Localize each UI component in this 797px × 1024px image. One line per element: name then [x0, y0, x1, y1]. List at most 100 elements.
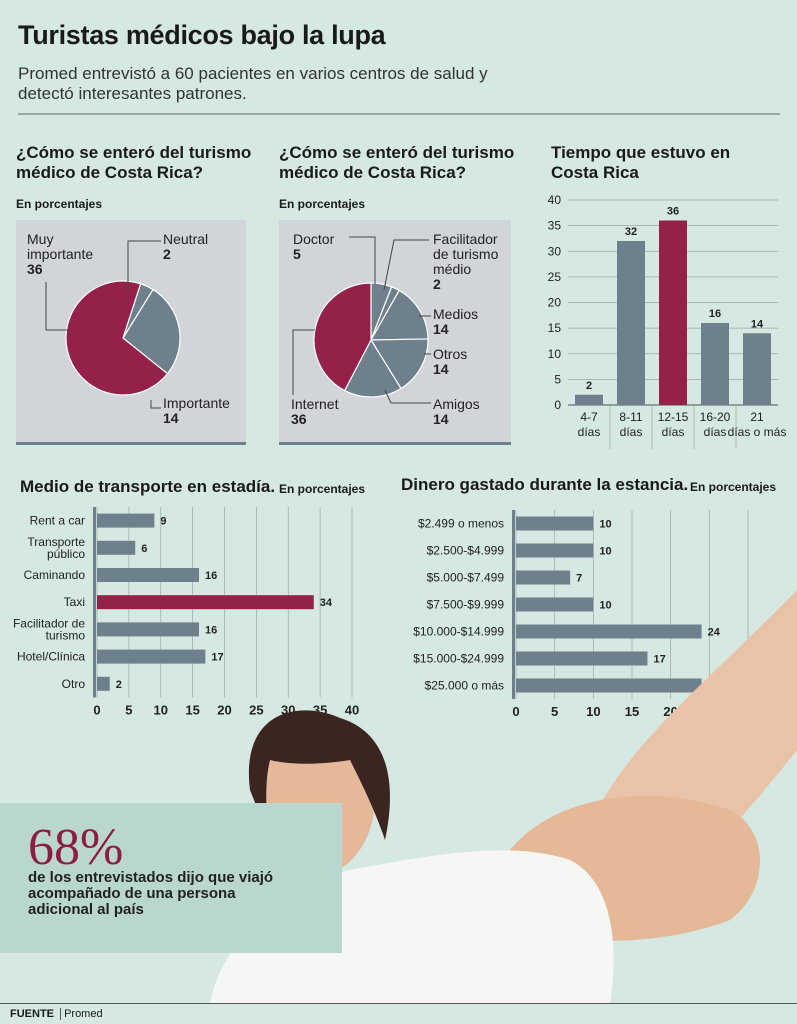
money-category-label: $7.500-$9.999: [427, 598, 505, 612]
bar-time-bar: [617, 241, 645, 405]
pie1-label-importante-value: 14: [163, 410, 179, 426]
money-unit: En porcentajes: [690, 480, 777, 494]
bar-time-category-label: días: [704, 425, 727, 439]
pie2-label-otros: Otros 14: [433, 347, 467, 377]
money-category-label: $15.000-$24.999: [413, 652, 504, 666]
transport-bar: [97, 676, 110, 691]
money-bar: [516, 678, 702, 693]
pie2-label-internet-value: 36: [291, 411, 307, 427]
transport-xtick: 10: [154, 702, 168, 717]
pie2-slice-internet: [313, 282, 372, 392]
bar-time-ytick: 40: [548, 193, 562, 207]
pie1-slice-importante: [122, 288, 181, 375]
bar-time-category-label: 21: [750, 410, 764, 424]
transport-bar: [97, 540, 136, 555]
pie1-label-muy-value: 36: [27, 261, 43, 277]
transport-xtick: 40: [345, 702, 359, 717]
pie2-label-internet: Internet 36: [291, 397, 338, 427]
bar-time-value-label: 2: [586, 380, 592, 392]
transport-xtick: 25: [249, 702, 263, 717]
footer-source: FUENTE Promed: [10, 1008, 103, 1020]
transport-category-label: turismo: [46, 628, 86, 642]
pie1-label-neutral: Neutral 2: [163, 232, 208, 262]
pie1-label-muy: Muy importante 36: [27, 232, 117, 277]
transport-category-label: Taxi: [64, 595, 85, 609]
page-subtitle: Promed entrevistó a 60 pacientes en vari…: [18, 64, 488, 103]
money-category-label: $5.000-$7.499: [427, 571, 505, 585]
bar-time-category-label: 16-20: [700, 410, 731, 424]
footer-source-name: Promed: [60, 1008, 103, 1020]
money-bar: [516, 597, 594, 612]
pie2-chart: [292, 236, 431, 404]
transport-bar: [97, 649, 206, 664]
pie2-label-facilitador-value: 2: [433, 276, 441, 292]
pie2-leader-internet: [292, 329, 315, 395]
money-value-label: 10: [599, 600, 611, 612]
pie2-label-amigos-name: Amigos: [433, 396, 480, 412]
pie2-slice-otros: [369, 338, 429, 390]
bar-time-ytick: 15: [548, 321, 562, 335]
transport-category-label: Facilitador de: [13, 616, 85, 630]
transport-value-label: 9: [160, 516, 166, 528]
transport-value-label: 6: [141, 543, 147, 555]
pie2-leader-amigos: [384, 389, 431, 404]
pie2-label-otros-value: 14: [433, 361, 449, 377]
money-category-label: $10.000-$14.999: [413, 625, 504, 639]
transport-axis: [93, 507, 96, 698]
bar-time-ytick: 35: [548, 219, 562, 233]
money-category-label: $2.499 o menos: [418, 517, 504, 531]
money-category-label: $25.000 o más: [425, 679, 504, 693]
bar-time-value-label: 16: [709, 308, 721, 320]
bar-time-bar: [659, 220, 687, 405]
pie2-label-medios-name: Medios: [433, 306, 479, 322]
pie1-label-importante-name: Importante: [163, 395, 230, 411]
pie2-label-internet-name: Internet: [291, 396, 339, 412]
pie2-slice-amigos: [343, 338, 402, 398]
transport-value-label: 17: [211, 652, 223, 664]
bar-time-ytick: 20: [548, 296, 562, 310]
money-xtick: 10: [586, 704, 600, 719]
bar-time-category-label: 8-11: [619, 410, 642, 424]
money-bar: [516, 570, 571, 585]
callout-text: de los entrevistados dijo que viajó acom…: [28, 869, 274, 918]
money-xtick: 5: [551, 704, 558, 719]
money-axis: [512, 510, 515, 699]
transport-xtick: 5: [125, 702, 132, 717]
bar-time-ytick: 30: [548, 244, 562, 258]
bar-time-category-label: 12-15: [658, 410, 689, 424]
pie2-slice-medios: [369, 289, 429, 341]
transport-value-label: 2: [116, 679, 122, 691]
footer-rule: [0, 1003, 797, 1004]
transport-bar: [97, 568, 199, 582]
transport-category-label: Transporte: [27, 535, 85, 549]
pie2-label-otros-name: Otros: [433, 346, 468, 362]
pie1-label-importante: Importante 14: [163, 396, 230, 426]
bar-time-category-label: días: [662, 425, 685, 439]
pie2-leader-facilitador: [383, 239, 429, 291]
bar-time-chart: 051015202530354024-7días328-11días3612-1…: [548, 193, 786, 449]
transport-xtick: 0: [93, 702, 100, 717]
transport-value-label: 34: [320, 597, 333, 609]
pie2-label-medios: Medios 14: [433, 307, 478, 337]
callout-banner: [0, 803, 342, 953]
money-value-label: 17: [653, 654, 665, 666]
transport-xtick: 20: [217, 702, 231, 717]
money-title: Dinero gastado durante la estancia.: [401, 475, 689, 494]
money-bar: [516, 543, 594, 558]
bar-time-category-label: días: [620, 425, 643, 439]
bar-time-ytick: 25: [548, 270, 562, 284]
pie1-label-neutral-value: 2: [163, 246, 171, 262]
transport-category-label: público: [47, 547, 85, 561]
bar-time-value-label: 14: [751, 318, 764, 330]
bar-time-bar: [575, 394, 603, 405]
money-value-label: 7: [576, 573, 582, 585]
pie1-leader-neutral: [127, 240, 161, 290]
transport-bar: [97, 595, 314, 610]
pie1-label-muy-name: Muy importante: [27, 231, 94, 262]
transport-bar: [97, 513, 155, 528]
money-bar: [516, 651, 648, 666]
pie2-label-doctor: Doctor 5: [293, 232, 334, 262]
transport-value-label: 16: [205, 570, 217, 582]
pie1-slice-muy: [65, 280, 169, 396]
